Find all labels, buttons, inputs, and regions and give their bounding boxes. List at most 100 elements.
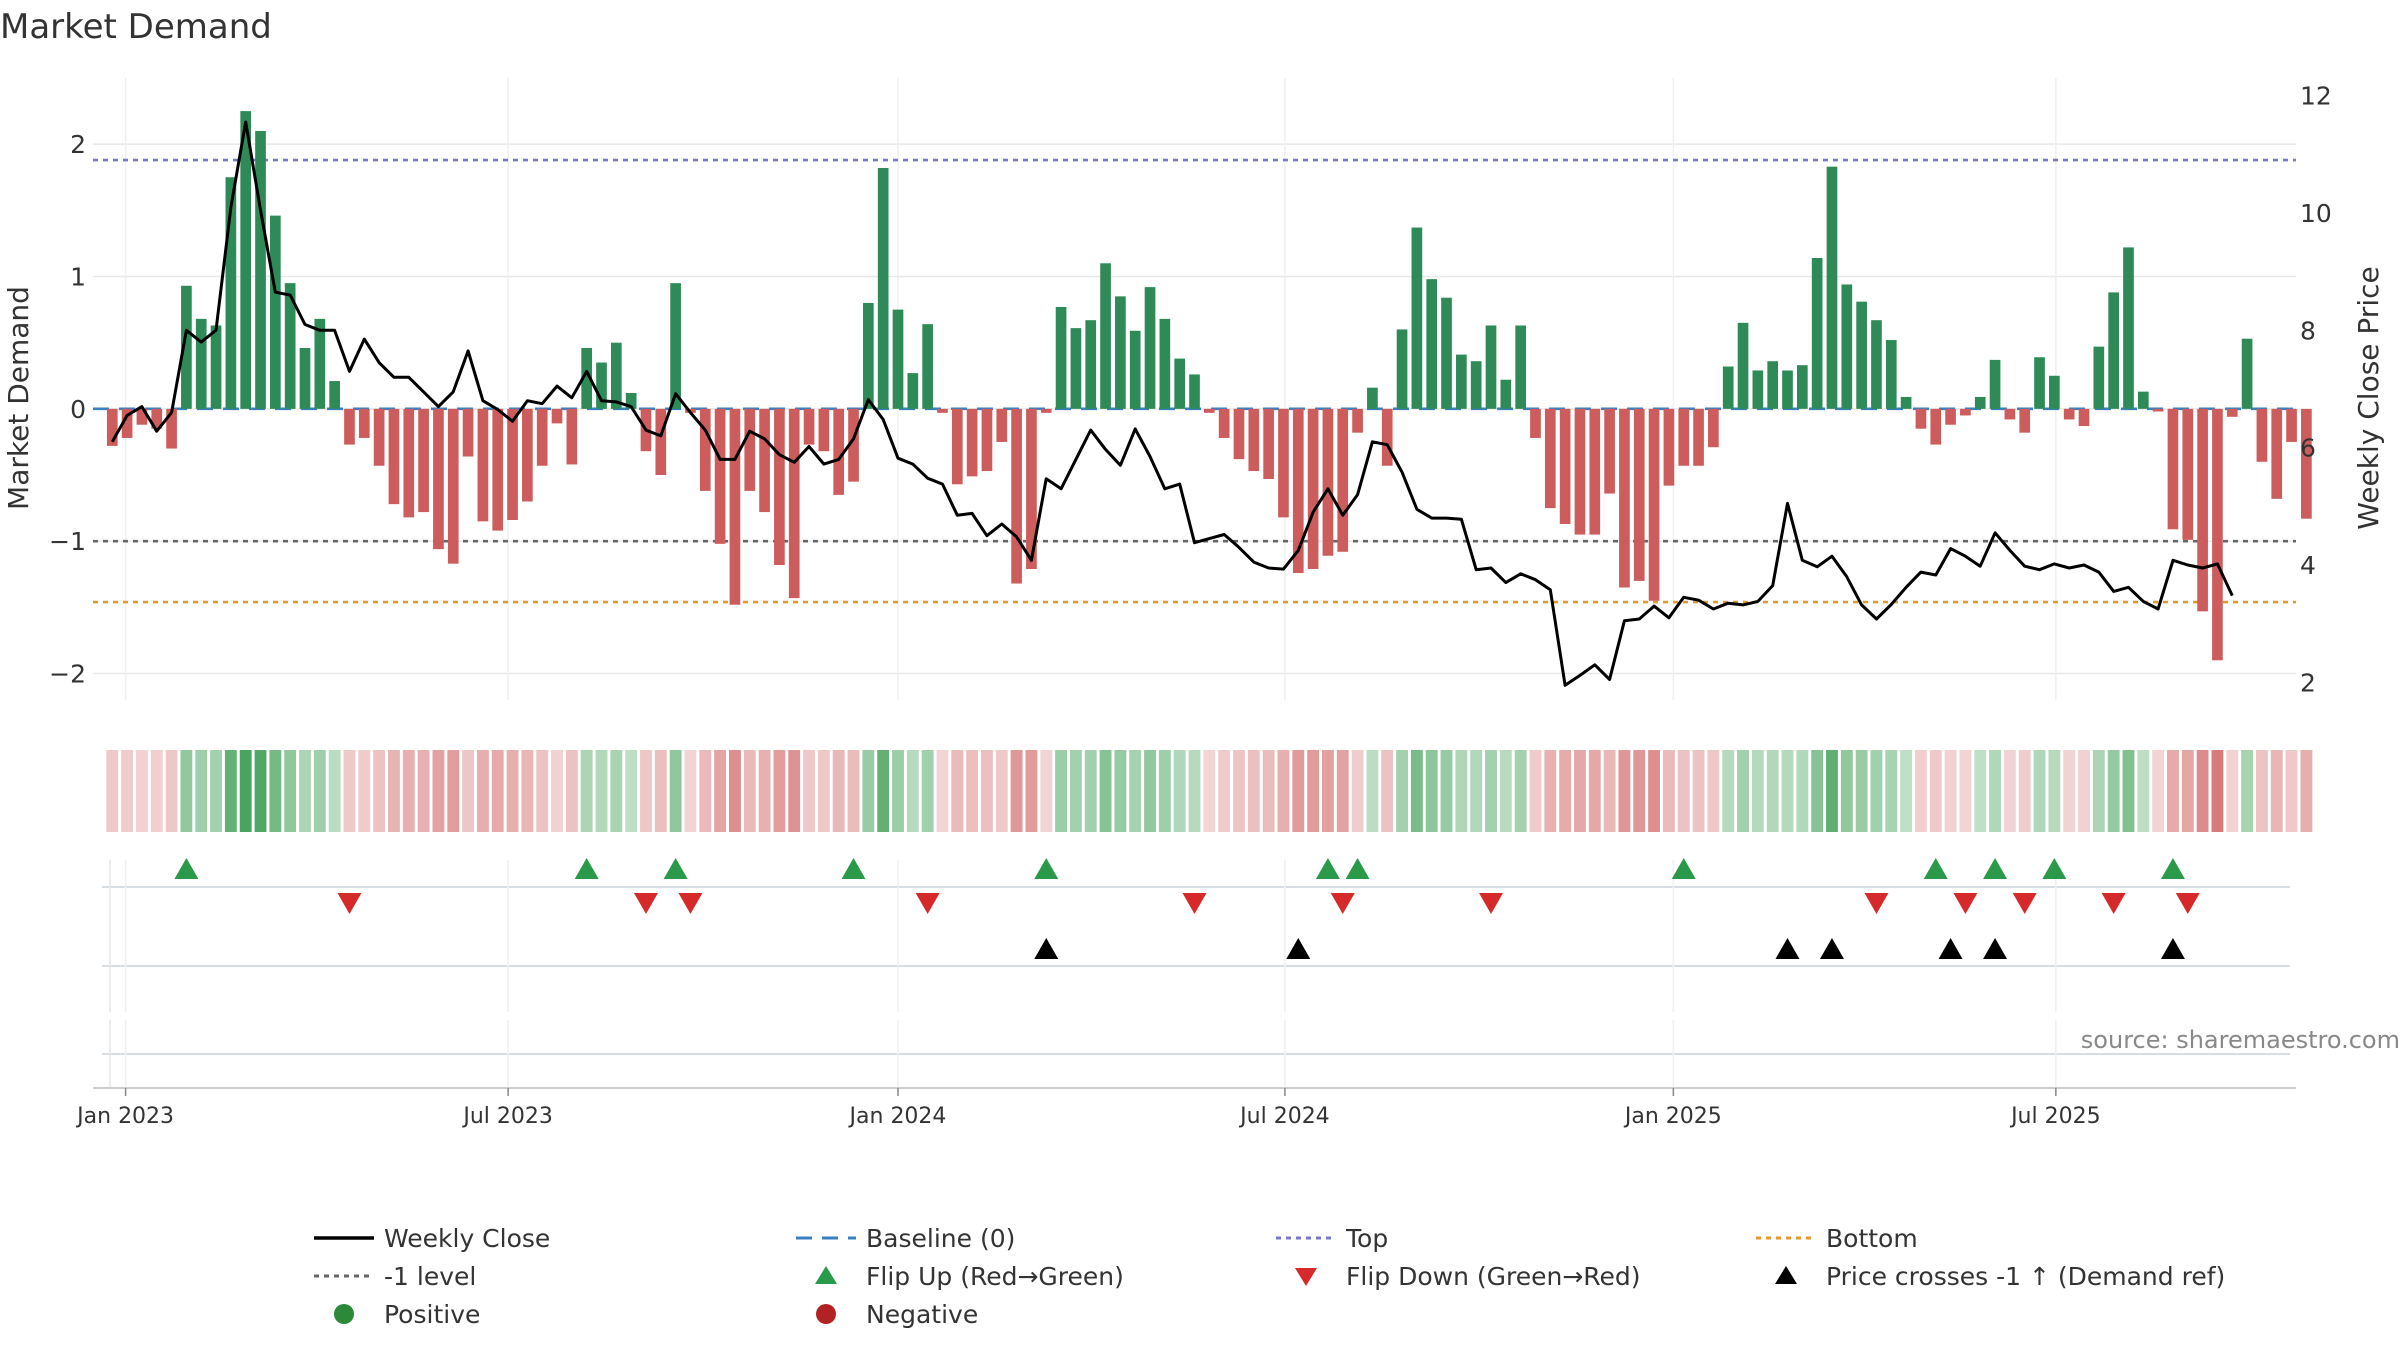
heat-cell [551,750,563,832]
heat-cell [2122,750,2135,832]
heat-cell [1974,750,1987,832]
demand-bar [1559,408,1571,524]
heat-cell [2152,750,2165,832]
demand-bar [1085,320,1097,409]
demand-bar [892,309,904,409]
flip-down-marker [915,893,940,914]
demand-bar [1307,408,1319,569]
legend-label: Baseline (0) [866,1224,1015,1253]
demand-bar [2256,408,2268,462]
heat-cell [788,750,801,832]
demand-bar [284,283,296,409]
demand-bar [536,408,548,466]
demand-bar [136,408,148,425]
demand-bar [1233,408,1245,460]
y-tick-label-left: 1 [70,263,86,292]
demand-bar [2271,408,2283,499]
price-cross-marker [1983,938,2008,959]
demand-bar [403,408,415,518]
heat-cell [1173,750,1186,832]
demand-bar [1441,297,1452,409]
x-tick-label: Jan 2023 [75,1104,174,1129]
demand-bar [670,283,681,409]
demand-bar [507,408,518,521]
demand-bar [877,167,889,409]
demand-bar [1856,301,1867,409]
price-cross-marker [1034,938,1059,959]
demand-bar [270,215,281,409]
y-tick-label-right: 8 [2300,316,2316,345]
heat-cell [1722,750,1735,832]
heat-cell [595,750,608,832]
heat-cell [2181,750,2194,832]
heat-cell [417,750,430,832]
demand-bar [1144,287,1156,409]
demand-bar [655,408,667,476]
flip-up-marker [2160,858,2185,879]
legend-swatch-triangle-up [1775,1266,1797,1284]
demand-bar [492,408,504,531]
demand-bar [744,408,756,491]
heat-cell [981,750,993,832]
demand-bar [1722,366,1734,409]
heat-cell [699,750,712,832]
heat-cell [1455,750,1468,832]
demand-bar [1426,279,1438,409]
flip-down-marker [678,893,703,914]
demand-bar [2167,408,2179,530]
heat-cell [758,750,771,832]
price-cross-marker [1819,938,1844,959]
heat-cell [1144,750,1156,832]
heat-cell [1188,750,1201,832]
y-tick-label-left: 2 [70,130,86,159]
heat-cell [906,750,919,832]
demand-bar [151,408,163,429]
demand-bar [522,408,533,502]
demand-bar [2108,292,2119,409]
demand-bar [344,408,355,445]
y-tick-label-left: 0 [70,395,86,424]
heat-cell [1633,750,1646,832]
heat-cell [1662,750,1675,832]
demand-bar [1693,408,1704,466]
heat-cell [121,750,134,832]
heat-cell [773,750,786,832]
demand-bar [1011,408,1022,584]
demand-bar [818,408,830,452]
flip-down-marker [633,893,658,914]
heat-cell [1485,750,1497,832]
heat-cell [343,750,356,832]
heat-cell [1959,750,1972,832]
heat-cell [892,750,904,832]
heat-cell [1307,750,1320,832]
heat-cell [847,750,860,832]
heat-cell [135,750,148,832]
heat-cell [1900,750,1913,832]
heat-cell [2078,750,2090,832]
heat-cell [1544,750,1557,832]
demand-bar [2197,408,2208,612]
legend-label: Bottom [1826,1224,1918,1253]
heat-cell [1781,750,1794,832]
demand-bar [2301,408,2312,519]
heat-cell [580,750,593,832]
heat-cell [625,750,638,832]
flip-down-marker [2175,893,2200,914]
flip-down-marker [1953,893,1978,914]
demand-bar [1248,408,1260,472]
y-tick-label-right: 2 [2300,668,2316,697]
legend-label: Negative [866,1300,978,1329]
demand-bar [1767,361,1779,409]
heat-cell [1410,750,1423,832]
flip-down-marker [1479,893,1504,914]
heat-cell [2033,750,2046,832]
heat-cell [1292,750,1305,832]
flip-up-marker [574,858,599,879]
heat-cell [269,750,282,832]
flip-up-marker [1983,858,2008,879]
flip-down-marker [1864,893,1889,914]
heat-cell [1321,750,1334,832]
demand-bar [2226,408,2238,417]
heat-cell [1425,750,1438,832]
